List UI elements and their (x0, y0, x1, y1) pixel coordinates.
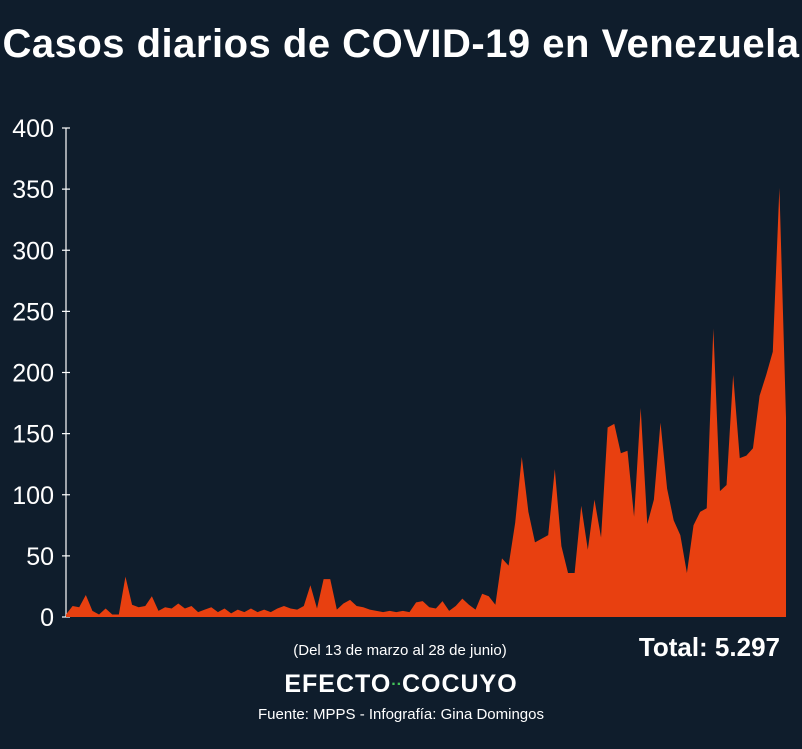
logo-left: EFECTO (284, 670, 392, 698)
chart-title: Casos diarios de COVID-19 en Venezuela (2, 22, 800, 66)
y-tick-label: 200 (12, 360, 54, 388)
efecto-cocuyo-logo: EFECTO··COCUYO (0, 670, 802, 699)
y-tick-label: 0 (40, 604, 54, 632)
total-cases: Total: 5.297 (638, 632, 780, 662)
y-tick-label: 250 (12, 298, 54, 326)
y-tick-label: 400 (12, 115, 54, 143)
logo-right: COCUYO (401, 670, 518, 698)
logo-dots: ·· (391, 676, 402, 693)
y-tick-label: 350 (12, 176, 54, 204)
y-tick-label: 100 (12, 482, 54, 510)
source-credit: Fuente: MPPS - Infografía: Gina Domingos (258, 706, 544, 723)
daily-cases-area (66, 187, 786, 617)
y-axis: 0 50 100 150 200 250 300 350 400 (12, 115, 70, 632)
date-range: (Del 13 de marzo al 28 de junio) (293, 642, 507, 659)
y-tick-label: 300 (12, 237, 54, 265)
y-tick-label: 50 (26, 543, 54, 571)
y-tick-label: 150 (12, 421, 54, 449)
